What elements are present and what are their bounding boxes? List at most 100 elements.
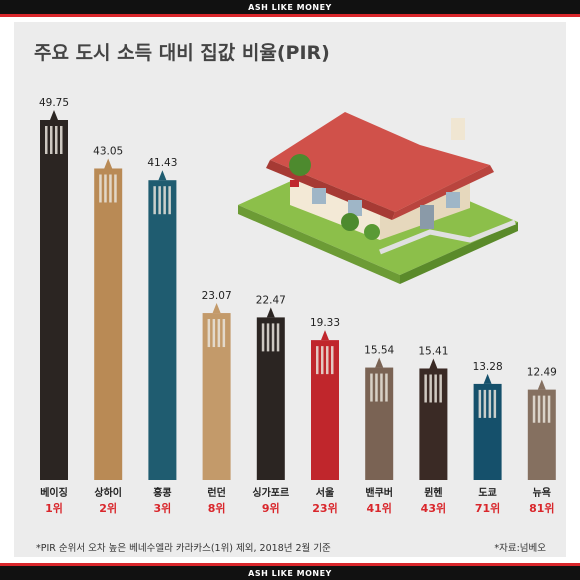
bar-10-group: 12.49 뉴욕 81위 — [527, 367, 557, 515]
bar-9 — [473, 383, 502, 480]
bar-8-window — [439, 374, 442, 403]
bar-1-category-label: 베이징 — [40, 486, 68, 499]
bar-7-spire — [375, 357, 384, 368]
bar-8-spire — [429, 358, 438, 369]
bar-4 — [202, 313, 231, 480]
bar-1-group: 49.75 베이징 1위 — [39, 97, 69, 515]
bar-2-window — [114, 174, 117, 203]
top-banner: ASH LIKE MONEY — [0, 0, 580, 14]
house-fence — [379, 219, 516, 255]
bar-10 — [527, 389, 556, 480]
bar-8-value-label: 15.41 — [418, 345, 448, 357]
bar-8-rank-label: 43위 — [421, 502, 446, 515]
bar-6-group: 19.33 서울 23위 — [310, 317, 340, 515]
bar-10-window — [532, 395, 536, 423]
house-window-2 — [348, 200, 362, 216]
bar-9-window — [478, 389, 482, 418]
bar-3-category-label: 홍콩 — [153, 486, 171, 499]
bar-1-window — [55, 126, 58, 154]
bar-9-category-label: 도쿄 — [478, 487, 496, 499]
bar-3-group: 41.43 홍콩 3위 — [147, 157, 177, 515]
bar-2-spire — [104, 158, 113, 169]
bar-3-window — [163, 186, 166, 215]
bar-9-value-label: 13.28 — [473, 361, 503, 373]
bar-6-category-label: 서울 — [316, 486, 334, 499]
bar-7 — [365, 367, 394, 480]
bar-2-group: 43.05 상하이 2위 — [93, 145, 123, 515]
bar-6-window — [321, 346, 324, 375]
bar-3-value-label: 41.43 — [147, 157, 177, 169]
bar-10-spire — [537, 379, 546, 390]
bar-4-spire — [212, 303, 221, 314]
bar-5 — [256, 317, 285, 480]
bar-9-group: 13.28 도쿄 71위 — [473, 361, 503, 515]
house-door — [420, 205, 434, 229]
house-bush-3 — [289, 154, 311, 176]
bar-10-category-label: 뉴욕 — [533, 487, 551, 499]
chart-title: 주요 도시 소득 대비 집값 비율(PIR) — [34, 42, 330, 64]
bar-1-window — [50, 126, 53, 154]
bar-5-value-label: 22.47 — [256, 294, 286, 306]
bar-10-window — [547, 395, 551, 423]
bar-5-window — [261, 323, 265, 352]
bar-5-window — [271, 323, 275, 352]
bar-1-rank-label: 1위 — [45, 502, 63, 515]
bar-6-window — [331, 346, 334, 375]
bar-6 — [311, 340, 339, 480]
bar-1-value-label: 49.75 — [39, 97, 69, 109]
bar-5-spire — [266, 307, 275, 318]
bar-9-spire — [483, 373, 492, 384]
bar-2-value-label: 43.05 — [93, 145, 123, 157]
bar-10-rank-label: 81위 — [529, 502, 554, 515]
bar-1-window — [45, 126, 48, 154]
bar-5-group: 22.47 싱가포르 9위 — [252, 294, 289, 515]
top-red-rule — [0, 14, 580, 17]
bar-3-window — [168, 186, 171, 215]
house-ground-front — [400, 222, 518, 284]
bar-7-rank-label: 41위 — [366, 502, 391, 515]
bar-5-rank-label: 9위 — [262, 502, 280, 515]
bar-2-rank-label: 2위 — [99, 502, 117, 515]
bar-4-category-label: 런던 — [207, 486, 225, 499]
bar-1-spire — [50, 110, 58, 120]
bar-4-window — [217, 319, 221, 348]
bar-9-window — [483, 389, 487, 418]
house-roof-front — [392, 165, 494, 220]
bar-2-window — [99, 174, 102, 203]
bar-4-window — [207, 319, 211, 348]
bar-1 — [40, 120, 68, 480]
bar-9-rank-label: 71위 — [475, 502, 500, 515]
bar-6-window — [316, 346, 319, 375]
bar-2-window — [109, 174, 112, 203]
house-mailbox — [290, 180, 299, 187]
footnote-note: *PIR 순위서 오차 높은 베네수엘라 카라카스(1위) 제외, 2018년 … — [36, 542, 331, 554]
bar-1-window — [60, 126, 63, 154]
house-window-3 — [446, 192, 460, 208]
bar-9-window — [493, 389, 497, 418]
bottom-red-rule — [0, 563, 580, 566]
house-roof — [270, 112, 490, 212]
bar-4-window — [212, 319, 216, 348]
bar-8-window — [424, 374, 427, 403]
bar-2-category-label: 상하이 — [94, 486, 122, 499]
bar-3-spire — [158, 170, 167, 181]
bar-4-value-label: 23.07 — [202, 290, 232, 302]
bar-8-group: 15.41 뮌헨 43위 — [418, 345, 448, 515]
bar-7-window — [370, 373, 373, 402]
footnote-source: *자료:넘베오 — [494, 542, 546, 554]
bar-4-group: 23.07 런던 8위 — [202, 290, 232, 515]
bar-7-window — [375, 373, 378, 402]
bar-7-window — [380, 373, 383, 402]
bar-3 — [148, 180, 177, 481]
bar-10-window — [542, 395, 546, 423]
house-window-1 — [312, 188, 326, 204]
bar-8 — [419, 368, 448, 480]
bar-5-window — [266, 323, 270, 352]
house-bush-1 — [341, 213, 359, 231]
bar-7-group: 15.54 밴쿠버 41위 — [364, 345, 394, 515]
bar-2-window — [104, 174, 107, 203]
bar-8-category-label: 뮌헨 — [424, 486, 442, 499]
house-illustration — [238, 112, 518, 284]
bar-4-window — [222, 319, 226, 348]
